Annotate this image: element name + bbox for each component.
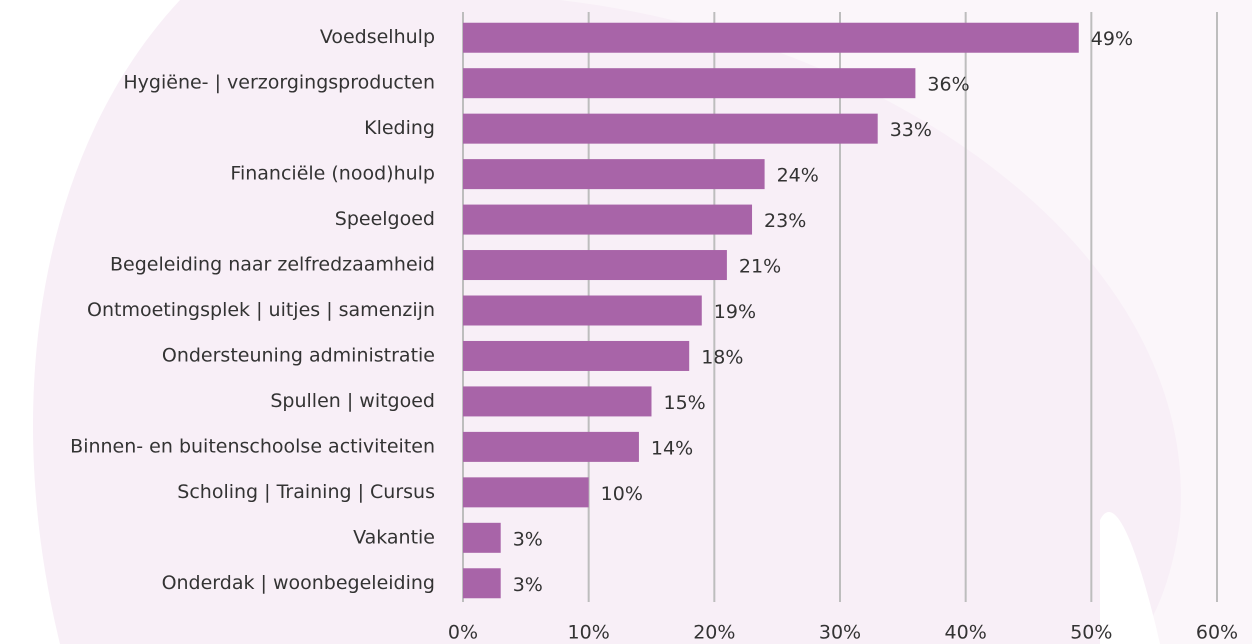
y-tick-label: Spullen | witgoed <box>270 390 435 412</box>
bar <box>463 477 589 508</box>
x-tick-label: 60% <box>1196 622 1238 644</box>
y-tick-label: Onderdak | woonbegeleiding <box>162 572 435 594</box>
data-label: 23% <box>764 210 806 232</box>
bar <box>463 68 916 99</box>
data-label: 33% <box>890 119 932 141</box>
bar <box>463 204 753 235</box>
bar <box>463 250 727 281</box>
data-label: 21% <box>739 256 781 278</box>
bar <box>463 22 1079 53</box>
bar <box>463 568 501 599</box>
data-label: 3% <box>513 528 543 550</box>
y-tick-label: Ondersteuning administratie <box>162 344 435 366</box>
x-tick-label: 0% <box>448 622 478 644</box>
data-label: 3% <box>513 574 543 596</box>
y-tick-label: Scholing | Training | Cursus <box>177 481 435 503</box>
data-label: 15% <box>664 392 706 414</box>
y-tick-label: Voedselhulp <box>320 26 435 48</box>
y-tick-label: Kleding <box>364 117 435 139</box>
y-tick-label: Begeleiding naar zelfredzaamheid <box>110 254 435 276</box>
y-tick-label: Vakantie <box>353 526 435 548</box>
y-tick-label: Hygiëne- | verzorgingsproducten <box>123 72 435 94</box>
bar <box>463 295 702 326</box>
data-label: 14% <box>651 437 693 459</box>
x-tick-label: 50% <box>1070 622 1112 644</box>
bar <box>463 113 878 144</box>
y-tick-label: Speelgoed <box>335 208 435 230</box>
x-tick-label: 20% <box>693 622 735 644</box>
bar <box>463 522 501 553</box>
x-tick-label: 30% <box>819 622 861 644</box>
x-tick-label: 40% <box>945 622 987 644</box>
data-label: 36% <box>927 74 969 96</box>
data-label: 19% <box>714 301 756 323</box>
x-tick-label: 10% <box>568 622 610 644</box>
y-tick-label: Binnen- en buitenschoolse activiteiten <box>70 435 435 457</box>
bar <box>463 386 652 417</box>
data-label: 49% <box>1091 28 1133 50</box>
bar <box>463 340 690 371</box>
y-tick-label: Ontmoetingsplek | uitjes | samenzijn <box>87 299 435 321</box>
bar <box>463 431 639 462</box>
data-label: 18% <box>701 346 743 368</box>
y-tick-label: Financiële (nood)hulp <box>230 163 435 185</box>
data-label: 10% <box>601 483 643 505</box>
bar <box>463 159 765 190</box>
data-label: 24% <box>777 165 819 187</box>
